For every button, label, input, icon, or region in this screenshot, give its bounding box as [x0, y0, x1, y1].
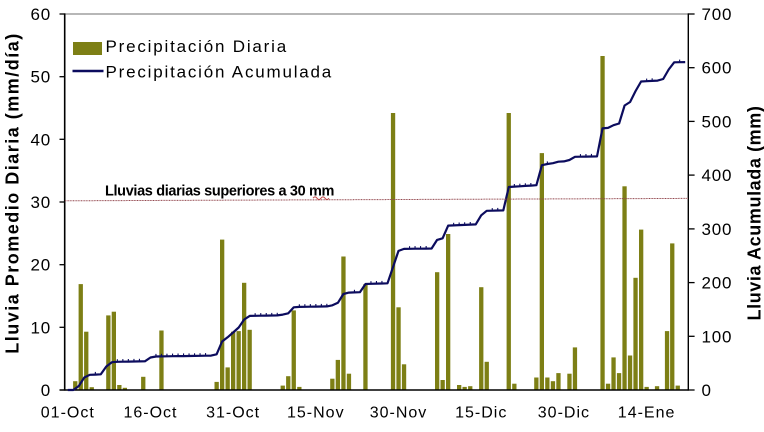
svg-text:01-Oct: 01-Oct: [41, 405, 95, 422]
svg-text:200: 200: [702, 274, 733, 293]
svg-text:100: 100: [702, 327, 733, 346]
svg-text:Lluvia Acumulada (mm): Lluvia Acumulada (mm): [745, 106, 764, 321]
svg-text:31-Oct: 31-Oct: [206, 405, 260, 422]
svg-text:300: 300: [702, 220, 733, 239]
svg-text:0: 0: [702, 381, 712, 400]
svg-text:700: 700: [702, 5, 733, 24]
svg-text:30-Dic: 30-Dic: [538, 405, 590, 422]
svg-text:14-Ene: 14-Ene: [618, 405, 676, 422]
svg-text:Lluvias diarias superiores a 3: Lluvias diarias superiores a 30 mm: [105, 184, 334, 200]
svg-text:15-Dic: 15-Dic: [455, 405, 507, 422]
svg-text:40: 40: [30, 130, 51, 149]
svg-text:60: 60: [30, 5, 51, 24]
svg-text:20: 20: [30, 256, 51, 275]
svg-text:Precipitación Diaria: Precipitación Diaria: [106, 37, 288, 56]
svg-text:500: 500: [702, 112, 733, 131]
svg-text:400: 400: [702, 166, 733, 185]
svg-text:Precipitación Acumulada: Precipitación Acumulada: [106, 63, 334, 82]
svg-text:16-Oct: 16-Oct: [123, 405, 177, 422]
svg-text:0: 0: [41, 381, 51, 400]
svg-text:50: 50: [30, 68, 51, 87]
svg-text:30: 30: [30, 193, 51, 212]
svg-text:Lluvia Promedio Diaria (mm/día: Lluvia Promedio Diaria (mm/día): [3, 32, 23, 354]
svg-text:30-Nov: 30-Nov: [370, 405, 428, 422]
svg-text:600: 600: [702, 59, 733, 78]
svg-text:10: 10: [30, 318, 51, 337]
svg-text:15-Nov: 15-Nov: [287, 405, 345, 422]
